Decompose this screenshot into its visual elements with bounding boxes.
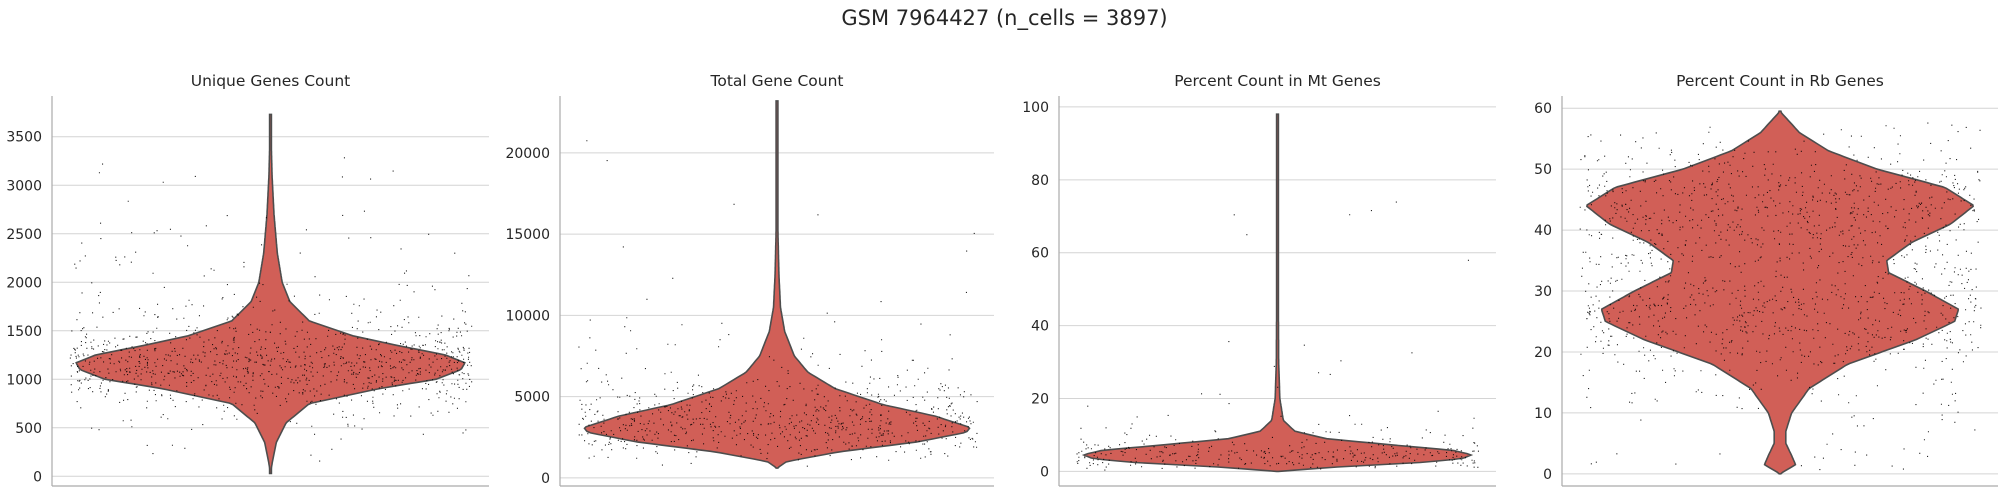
y-tick-label: 0 [33, 469, 42, 485]
y-tick-label: 5000 [514, 390, 550, 406]
figure-suptitle: GSM 7964427 (n_cells = 3897) [841, 6, 1168, 30]
chart-panel-4: 0 10 20 30 40 50 60 Percent Count in Rb Genes [1534, 72, 1998, 487]
y-tick-label: 0 [1040, 464, 1049, 480]
chart-title: Total Gene Count [710, 72, 844, 90]
y-tick-label: 3000 [6, 178, 42, 194]
y-tick-label: 50 [1534, 162, 1552, 178]
y-tick-label: 1000 [6, 372, 42, 388]
y-tick-label: 40 [1534, 223, 1552, 239]
y-tick-label: 500 [15, 421, 42, 437]
y-tick-label: 40 [1031, 319, 1049, 335]
chart-title: Percent Count in Mt Genes [1174, 72, 1381, 90]
y-tick-label: 10 [1534, 406, 1552, 422]
chart-title: Percent Count in Rb Genes [1676, 72, 1884, 90]
y-tick-label: 60 [1534, 101, 1552, 117]
y-tick-label: 2500 [6, 227, 42, 243]
y-tick-label: 30 [1534, 284, 1552, 300]
chart-title: Unique Genes Count [191, 72, 351, 90]
y-tick-label: 20 [1031, 392, 1049, 408]
y-tick-label: 15000 [505, 227, 550, 243]
y-tick-label: 80 [1031, 173, 1049, 189]
y-tick-label: 3500 [6, 130, 42, 146]
violin-body [583, 100, 971, 469]
violin-body [75, 113, 466, 475]
y-tick-label: 10000 [505, 308, 550, 324]
y-tick-label: 1500 [6, 324, 42, 340]
y-tick-label: 20000 [505, 146, 550, 162]
violin-body [1586, 110, 1974, 475]
y-tick-label: 0 [1543, 467, 1552, 483]
y-tick-label: 20 [1534, 345, 1552, 361]
chart-panel-3: 0 20 40 60 80 100 Percent Count in Mt Genes [1022, 72, 1496, 487]
y-tick-label: 2000 [6, 275, 42, 291]
chart-panel-2: 0 5000 10000 15000 20000 Total Gene Count [505, 72, 994, 487]
y-tick-label: 100 [1022, 100, 1049, 116]
chart-panel-1: 0 500 1000 1500 2000 2500 3000 3500 Unique Genes… [6, 72, 489, 487]
y-tick-label: 0 [541, 471, 550, 487]
violin-body [1081, 113, 1474, 473]
y-tick-label: 60 [1031, 246, 1049, 262]
